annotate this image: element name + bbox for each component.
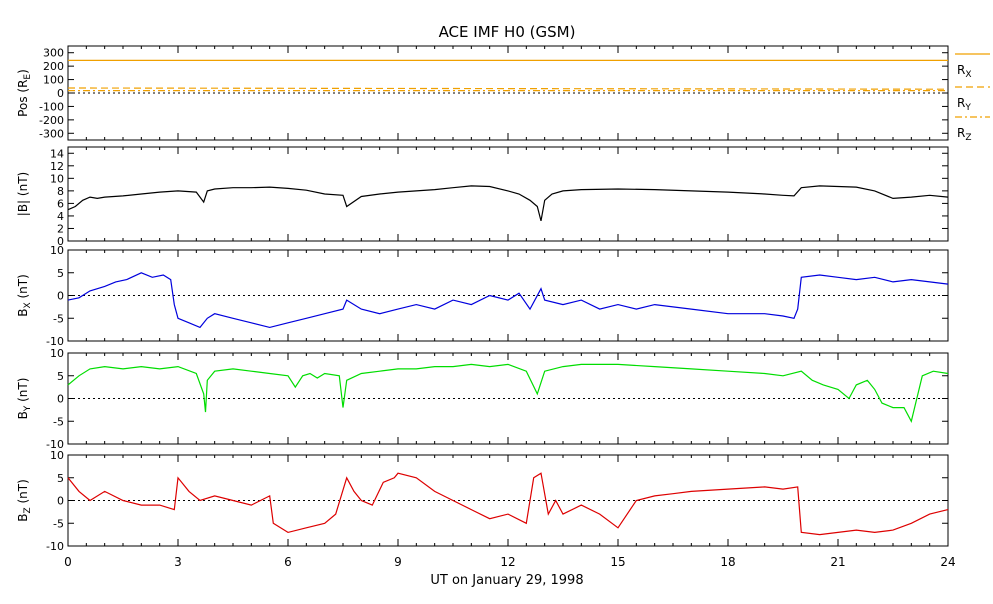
- ytick-label-btot: 12: [50, 160, 64, 173]
- ytick-label-pos: -100: [39, 100, 64, 113]
- legend-label-rz: RZ: [957, 126, 972, 143]
- xtick-label: 21: [830, 555, 845, 569]
- ytick-label-bz: 10: [50, 449, 64, 462]
- xtick-label: 0: [64, 555, 72, 569]
- y-axis-label-tail: ): [16, 69, 30, 74]
- y-axis-label-btot: |B| (nT): [16, 172, 30, 216]
- ytick-label-pos: -300: [39, 127, 64, 140]
- y-axis-label-main: B: [16, 309, 30, 317]
- y-axis-label-sub: Y: [23, 405, 33, 412]
- y-axis-label-sub: E: [23, 74, 33, 80]
- xtick-label: 6: [284, 555, 292, 569]
- y-axis-label-tail: (nT): [16, 479, 30, 507]
- y-axis-label-main: B: [16, 411, 30, 419]
- ytick-label-by: 0: [57, 393, 64, 406]
- y-axis-label-tail: (nT): [16, 378, 30, 406]
- y-axis-label-bz: BZ (nT): [16, 479, 33, 522]
- ytick-label-btot: 2: [57, 222, 64, 235]
- panel-frame-btot: [67, 146, 949, 242]
- ytick-label-btot: 10: [50, 172, 64, 185]
- xtick-label: 3: [174, 555, 182, 569]
- xtick-label: 24: [940, 555, 955, 569]
- series-line-bx: [67, 272, 949, 329]
- series-line-by: [67, 363, 949, 423]
- legend-label-rx: RX: [957, 63, 972, 80]
- ytick-label-bz: 5: [57, 472, 64, 485]
- ytick-label-btot: 6: [57, 197, 64, 210]
- ytick-label-by: 10: [50, 347, 64, 360]
- ytick-label-pos: 300: [43, 47, 64, 60]
- ytick-label-bz: -10: [46, 540, 64, 553]
- ytick-label-pos: 0: [57, 87, 64, 100]
- y-axis-label-tail: (nT): [16, 274, 30, 302]
- ytick-label-bz: -5: [53, 517, 64, 530]
- x-axis-label: UT on January 29, 1998: [430, 573, 583, 588]
- xtick-label: 15: [610, 555, 625, 569]
- ytick-label-btot: 4: [57, 210, 64, 223]
- legend-label-sub: Y: [964, 103, 971, 113]
- ytick-label-pos: 100: [43, 74, 64, 87]
- y-axis-label-sub: Z: [23, 507, 33, 513]
- xtick-label: 9: [394, 555, 402, 569]
- xtick-label: 18: [720, 555, 735, 569]
- legend-label-sub: Z: [965, 133, 971, 143]
- ytick-label-by: -5: [53, 415, 64, 428]
- ytick-label-pos: 200: [43, 60, 64, 73]
- ytick-label-bx: 0: [57, 290, 64, 303]
- y-axis-label-sub: X: [23, 302, 33, 308]
- legend-label-main: R: [957, 63, 965, 77]
- y-axis-label-by: BY (nT): [16, 378, 33, 420]
- series-line-ry: [67, 87, 949, 90]
- y-axis-label-pos: Pos (RE): [16, 69, 33, 117]
- y-axis-label-bx: BX (nT): [16, 274, 33, 317]
- ytick-label-bx: -5: [53, 312, 64, 325]
- legend-label-sub: X: [965, 70, 971, 80]
- ytick-label-bz: 0: [57, 495, 64, 508]
- ytick-label-btot: 14: [50, 147, 64, 160]
- ytick-label-bx: 10: [50, 244, 64, 257]
- legend-label-ry: RY: [957, 96, 971, 113]
- ytick-label-pos: -200: [39, 114, 64, 127]
- ytick-label-btot: 0: [57, 235, 64, 248]
- y-axis-label-main: |B| (nT): [16, 172, 30, 216]
- y-axis-label-main: B: [16, 514, 30, 522]
- ytick-label-by: 5: [57, 370, 64, 383]
- legend-label-main: R: [957, 126, 965, 140]
- legend-label-main: R: [957, 96, 965, 110]
- chart-title: ACE IMF H0 (GSM): [439, 23, 576, 41]
- series-line-bz: [67, 472, 949, 536]
- ytick-label-bx: 5: [57, 267, 64, 280]
- y-axis-label-main: Pos (R: [16, 80, 30, 117]
- xtick-label: 12: [500, 555, 515, 569]
- ytick-label-bx: -10: [46, 335, 64, 348]
- ytick-label-by: -10: [46, 438, 64, 451]
- ytick-label-btot: 8: [57, 185, 64, 198]
- series-line-b: [67, 185, 949, 222]
